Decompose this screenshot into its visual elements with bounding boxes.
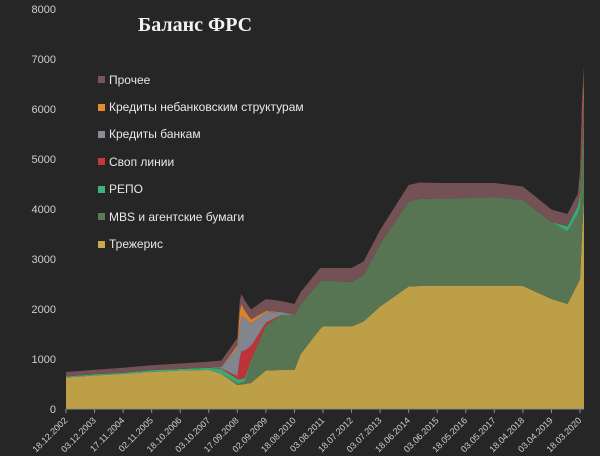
legend-item: Кредиты небанковским структурам bbox=[98, 93, 304, 120]
legend-label: Кредиты небанковским структурам bbox=[109, 100, 304, 115]
chart-legend: Прочее Кредиты небанковским структурам Кре… bbox=[98, 66, 304, 258]
legend-swatch bbox=[98, 158, 105, 166]
y-tick-label: 3000 bbox=[32, 254, 56, 266]
legend-item: MBS и агентские бумаги bbox=[98, 203, 304, 230]
legend-label: Своп линии bbox=[109, 154, 175, 169]
legend-swatch bbox=[98, 240, 105, 248]
legend-label: Трежерис bbox=[109, 237, 163, 252]
legend-item: Трежерис bbox=[98, 230, 304, 257]
y-tick-label: 4000 bbox=[32, 204, 56, 216]
series-area bbox=[66, 119, 584, 385]
legend-label: РЕПО bbox=[109, 182, 143, 197]
y-tick-label: 8000 bbox=[32, 4, 56, 16]
legend-swatch bbox=[98, 213, 105, 221]
legend-item: Своп линии bbox=[98, 148, 304, 175]
y-tick-label: 6000 bbox=[32, 104, 56, 116]
y-tick-label: 1000 bbox=[32, 354, 56, 366]
y-tick-label: 0 bbox=[50, 404, 56, 416]
legend-item: Прочее bbox=[98, 66, 304, 93]
legend-label: Кредиты банкам bbox=[109, 127, 201, 142]
legend-swatch bbox=[98, 130, 105, 138]
y-tick-label: 7000 bbox=[32, 54, 56, 66]
y-tick-label: 5000 bbox=[32, 154, 56, 166]
legend-swatch bbox=[98, 103, 105, 111]
legend-swatch bbox=[98, 76, 105, 84]
legend-swatch bbox=[98, 185, 105, 193]
legend-label: Прочее bbox=[109, 72, 151, 87]
y-tick-label: 2000 bbox=[32, 304, 56, 316]
legend-label: MBS и агентские бумаги bbox=[109, 209, 245, 224]
series-area bbox=[66, 199, 584, 409]
legend-item: РЕПО bbox=[98, 176, 304, 203]
chart-title: Баланс ФРС bbox=[138, 14, 253, 36]
legend-item: Кредиты банкам bbox=[98, 121, 304, 148]
